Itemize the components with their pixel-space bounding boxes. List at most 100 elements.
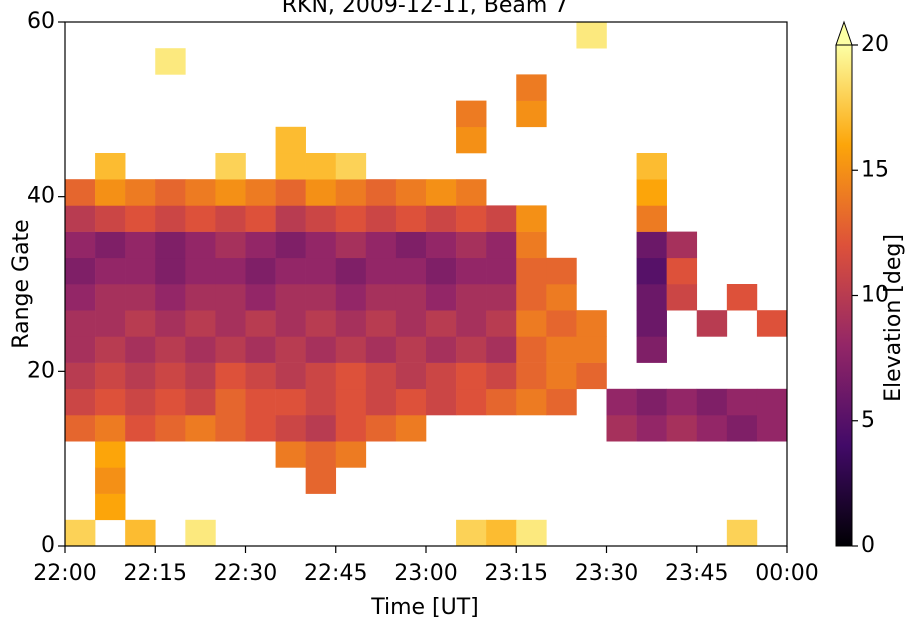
heatmap-cell: [726, 415, 758, 442]
heatmap-cell: [185, 388, 216, 416]
heatmap-cell: [155, 336, 186, 363]
heatmap-cell: [185, 205, 216, 232]
heatmap-cell: [456, 205, 487, 232]
heatmap-cell: [365, 336, 397, 363]
heatmap-cell: [365, 388, 397, 416]
heatmap-cell: [335, 388, 367, 416]
heatmap-cell: [426, 257, 457, 285]
heatmap-cell: [215, 205, 246, 232]
y-tick-label: 40: [27, 184, 55, 209]
heatmap-cell: [395, 179, 427, 206]
heatmap-cell: [275, 310, 306, 337]
heatmap-cell: [696, 388, 728, 416]
heatmap-cell: [456, 336, 487, 363]
heatmap-cell: [305, 441, 337, 468]
heatmap-cell: [95, 205, 126, 232]
heatmap-cell: [185, 257, 216, 285]
heatmap-cell: [456, 284, 487, 311]
colorbar: [835, 44, 853, 547]
heatmap-cell: [726, 284, 758, 311]
heatmap-cell: [215, 336, 246, 363]
heatmap-cell: [125, 519, 156, 547]
heatmap-cell: [95, 388, 126, 416]
heatmap-cell: [245, 205, 276, 232]
heatmap-cell: [636, 205, 667, 232]
heatmap-cell: [456, 231, 487, 259]
heatmap-cell: [185, 336, 216, 363]
heatmap-cell: [546, 336, 577, 363]
heatmap-cell: [636, 257, 667, 285]
heatmap-cell: [365, 415, 397, 442]
heatmap-cell: [95, 231, 126, 259]
heatmap-cell: [546, 310, 577, 337]
heatmap-cell: [185, 519, 216, 547]
heatmap-cell: [395, 284, 427, 311]
heatmap-cell: [305, 257, 337, 285]
heatmap-cell: [65, 231, 96, 259]
heatmap-cell: [125, 336, 156, 363]
heatmap-cell: [215, 415, 246, 442]
heatmap-cell: [365, 310, 397, 337]
heatmap-cell: [215, 231, 246, 259]
heatmap-cell: [395, 388, 427, 416]
heatmap-cell: [245, 336, 276, 363]
heatmap-cell: [215, 310, 246, 337]
heatmap-cell: [245, 362, 276, 390]
heatmap-cell: [305, 415, 337, 442]
heatmap-cell: [95, 415, 126, 442]
x-tick-label: 23:30: [575, 561, 638, 586]
heatmap-cell: [335, 362, 367, 390]
heatmap-cell: [335, 415, 367, 442]
heatmap-cell: [365, 179, 397, 206]
heatmap-cell: [275, 179, 306, 206]
x-tick-label: 22:45: [304, 561, 367, 586]
heatmap-cell: [756, 310, 788, 337]
y-axis-label: Range Gate: [9, 219, 34, 348]
heatmap-cell: [335, 284, 367, 311]
heatmap-cell: [275, 362, 306, 390]
heatmap-cell: [516, 74, 547, 101]
colorbar-tick-label: 0: [861, 533, 875, 558]
heatmap-cell: [456, 257, 487, 285]
x-tick-label: 00:00: [755, 561, 818, 586]
heatmap-cell: [65, 519, 96, 547]
heatmap-cell: [335, 441, 367, 468]
heatmap-cell: [546, 257, 577, 285]
colorbar-tick-label: 10: [861, 283, 889, 308]
heatmap-cell: [726, 388, 758, 416]
heatmap-cell: [245, 388, 276, 416]
heatmap-cell: [395, 415, 427, 442]
heatmap-cell: [305, 310, 337, 337]
heatmap-cell: [516, 310, 547, 337]
heatmap-cell: [155, 179, 186, 206]
heatmap-cell: [426, 362, 457, 390]
heatmap-cell: [486, 310, 517, 337]
heatmap-cell: [365, 284, 397, 311]
heatmap-cell: [245, 310, 276, 337]
heatmap-cell: [95, 153, 126, 180]
heatmap-cell: [275, 205, 306, 232]
heatmap-cell: [245, 284, 276, 311]
heatmap-cell: [516, 519, 547, 547]
heatmap-cell: [275, 336, 306, 363]
heatmap-cell: [305, 467, 337, 494]
heatmap-cell: [95, 467, 126, 494]
heatmap-cell: [606, 388, 637, 416]
colorbar-tick-label: 5: [861, 408, 875, 433]
heatmap-cell: [275, 415, 306, 442]
heatmap-cell: [636, 231, 667, 259]
heatmap-cell: [456, 179, 487, 206]
heatmap-cell: [245, 179, 276, 206]
heatmap-cell: [335, 153, 367, 180]
heatmap-cell: [456, 362, 487, 390]
heatmap-cell: [215, 388, 246, 416]
heatmap-cell: [305, 231, 337, 259]
heatmap-cell: [245, 231, 276, 259]
heatmap-cell: [95, 257, 126, 285]
heatmap-cell: [95, 310, 126, 337]
heatmap-cell: [756, 415, 788, 442]
heatmap-cell: [516, 336, 547, 363]
heatmap-cell: [335, 231, 367, 259]
heatmap-cell: [426, 179, 457, 206]
